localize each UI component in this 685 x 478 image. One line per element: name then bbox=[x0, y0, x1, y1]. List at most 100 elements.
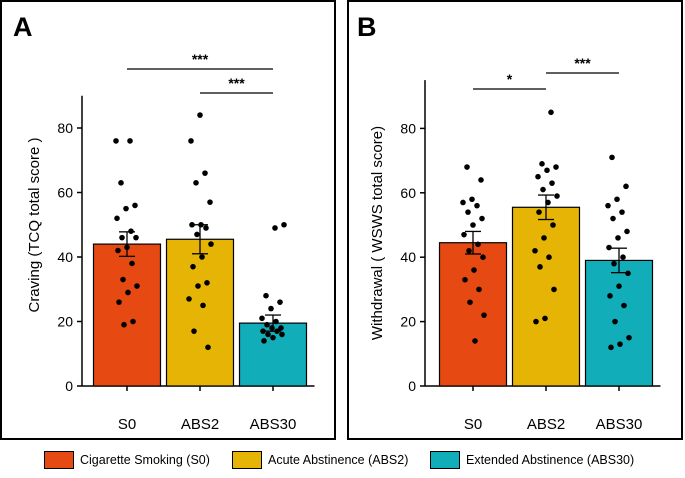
data-point bbox=[123, 205, 129, 212]
bar-abs30 bbox=[238, 322, 308, 387]
panel-b: B Withdrawal ( WSWS total score) 0 20 40 60… bbox=[347, 0, 683, 440]
bar-s0 bbox=[438, 242, 508, 387]
data-point bbox=[113, 138, 119, 144]
y-tick-label: 20 bbox=[57, 314, 73, 330]
data-point bbox=[548, 109, 554, 116]
data-point bbox=[619, 209, 625, 215]
data-point bbox=[481, 312, 487, 318]
data-point bbox=[472, 338, 478, 344]
panel-a-plot: 0 20 40 60 80 S0 ABS2 ABS30 *** *** bbox=[57, 51, 315, 433]
data-point bbox=[466, 247, 472, 254]
data-point bbox=[544, 167, 550, 174]
data-point bbox=[278, 325, 284, 331]
data-point bbox=[128, 228, 134, 234]
legend-swatch bbox=[232, 451, 262, 469]
panel-a-y-axis-label: Craving (TCQ total score ) bbox=[26, 137, 43, 312]
data-point bbox=[114, 215, 120, 222]
legend: Cigarette Smoking (S0) Acute Abstinence … bbox=[0, 449, 685, 471]
data-point bbox=[470, 222, 476, 228]
data-point bbox=[268, 305, 274, 312]
y-tick-label: 60 bbox=[57, 185, 73, 201]
data-point bbox=[202, 170, 208, 176]
data-point bbox=[609, 154, 615, 161]
data-point bbox=[537, 264, 543, 270]
data-point bbox=[467, 299, 473, 306]
data-point bbox=[207, 199, 213, 205]
data-point bbox=[121, 321, 127, 328]
data-point bbox=[188, 138, 194, 144]
y-tick-label: 80 bbox=[57, 120, 73, 136]
data-point bbox=[118, 180, 124, 186]
data-point bbox=[197, 112, 203, 118]
data-point bbox=[186, 296, 192, 302]
data-point bbox=[554, 193, 560, 199]
legend-label: Cigarette Smoking (S0) bbox=[80, 453, 210, 467]
data-point bbox=[205, 344, 211, 351]
data-point bbox=[260, 328, 266, 334]
legend-item-extended-abstinence: Extended Abstinence (ABS30) bbox=[430, 449, 634, 471]
data-point bbox=[536, 209, 542, 215]
y-tick-label: 60 bbox=[400, 185, 416, 201]
y-tick-label: 40 bbox=[57, 249, 73, 265]
legend-label: Acute Abstinence (ABS2) bbox=[268, 453, 409, 467]
data-point bbox=[474, 202, 480, 209]
data-point bbox=[281, 221, 287, 228]
data-point bbox=[607, 293, 613, 299]
data-point bbox=[626, 334, 632, 341]
data-point bbox=[261, 338, 267, 344]
data-point bbox=[127, 138, 133, 144]
data-point bbox=[264, 321, 270, 328]
data-point bbox=[553, 164, 559, 170]
data-point bbox=[479, 215, 485, 222]
data-point bbox=[269, 325, 275, 331]
legend-item-acute-abstinence: Acute Abstinence (ABS2) bbox=[232, 449, 408, 471]
data-point bbox=[623, 183, 629, 190]
data-point bbox=[120, 276, 126, 283]
y-tick-label: 80 bbox=[400, 120, 416, 136]
data-point bbox=[460, 199, 466, 206]
y-tick-label: 20 bbox=[400, 314, 416, 330]
data-point bbox=[277, 299, 283, 305]
data-point bbox=[540, 186, 546, 193]
data-point bbox=[119, 234, 125, 241]
panel-a: A Craving (TCQ total score ) 0 20 40 60 80 S0… bbox=[0, 0, 336, 440]
data-point bbox=[480, 254, 486, 260]
data-point bbox=[116, 299, 122, 305]
data-point bbox=[617, 341, 623, 347]
significance-label: *** bbox=[192, 51, 209, 67]
x-tick-label: S0 bbox=[118, 416, 136, 433]
y-tick-label: 0 bbox=[65, 378, 73, 394]
legend-item-cigarette-smoking: Cigarette Smoking (S0) bbox=[44, 449, 210, 471]
bar-abs2 bbox=[511, 206, 581, 387]
x-tick-label: ABS2 bbox=[527, 416, 565, 433]
bar-abs30 bbox=[584, 259, 654, 387]
data-point bbox=[533, 318, 539, 325]
data-point bbox=[199, 254, 205, 260]
data-point bbox=[464, 164, 470, 170]
data-point bbox=[134, 283, 140, 289]
data-point bbox=[132, 202, 138, 209]
data-point bbox=[621, 302, 627, 309]
data-point bbox=[273, 318, 279, 325]
data-point bbox=[115, 247, 121, 254]
data-point bbox=[624, 228, 630, 235]
data-point bbox=[194, 231, 200, 238]
data-point bbox=[610, 215, 616, 222]
data-point bbox=[616, 283, 622, 289]
data-point bbox=[272, 225, 278, 231]
significance-label: * bbox=[507, 71, 513, 87]
data-point bbox=[535, 173, 541, 180]
legend-swatch bbox=[44, 451, 74, 469]
data-point bbox=[124, 244, 130, 251]
data-point bbox=[546, 254, 552, 260]
data-point bbox=[130, 318, 136, 325]
data-point bbox=[208, 241, 214, 247]
data-point bbox=[200, 302, 206, 309]
data-point bbox=[545, 199, 551, 206]
data-point bbox=[125, 289, 131, 296]
bar-abs2 bbox=[165, 238, 235, 387]
data-point bbox=[198, 221, 204, 228]
data-point bbox=[190, 263, 196, 270]
